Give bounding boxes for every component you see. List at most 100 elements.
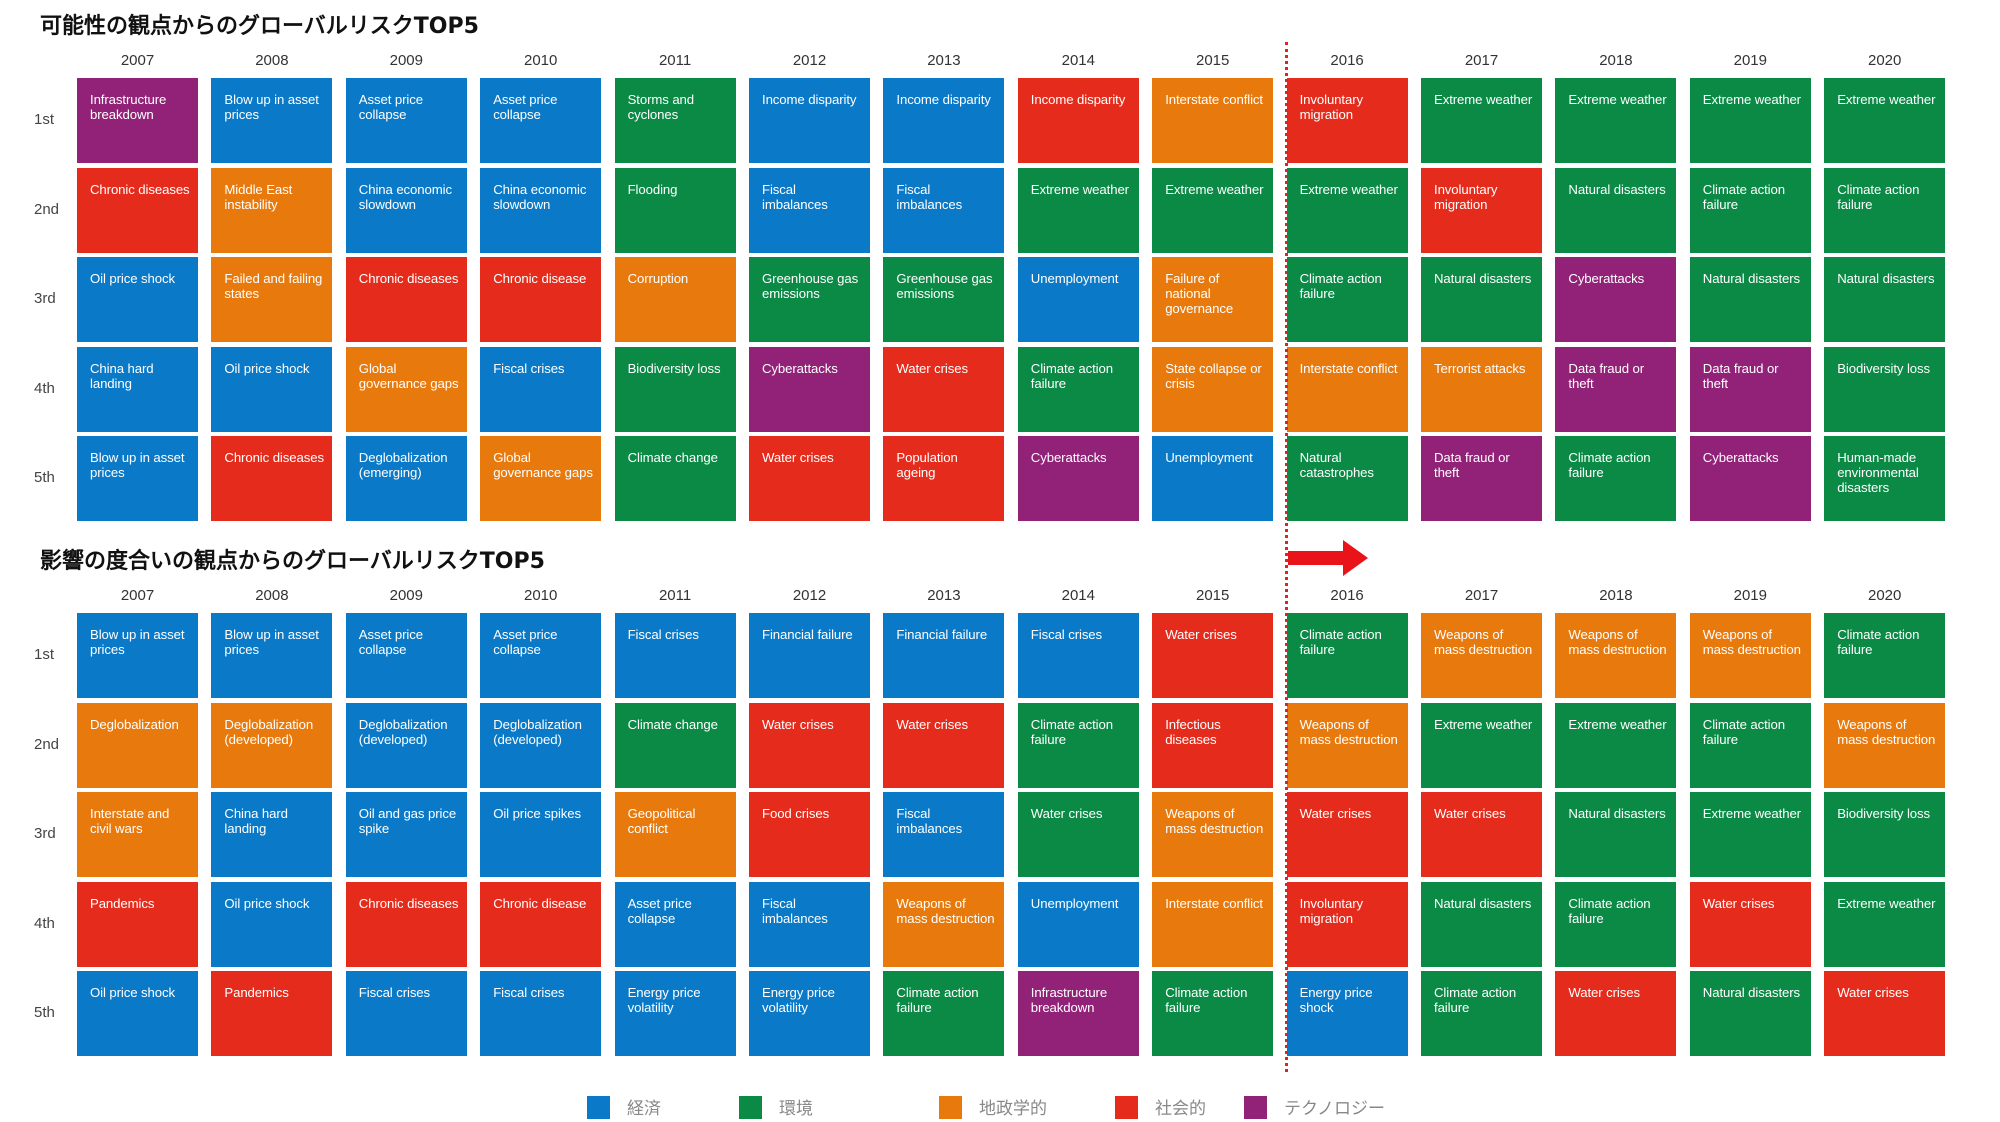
risk-cell: Water crises	[1824, 971, 1946, 1056]
arrow-right-icon	[1288, 540, 1368, 576]
risk-cell: Natural disasters	[1555, 792, 1677, 877]
risk-cell: Infrastructure breakdown	[1017, 971, 1139, 1056]
risk-cell: Income disparity	[883, 78, 1005, 163]
risk-cell: Blow up in asset prices	[77, 613, 198, 698]
year-label: 2019	[1733, 587, 1767, 604]
risk-cell: Weapons of mass destruction	[1152, 792, 1274, 877]
risk-cell: Water crises	[883, 346, 1005, 432]
risk-cell: Extreme weather	[1017, 167, 1139, 253]
risk-cell: Interstate conflict	[1286, 346, 1408, 432]
risk-cell: China economic slowdown	[345, 167, 467, 253]
rank-label: 2nd	[34, 200, 60, 218]
risk-cell: Asset price collapse	[480, 78, 602, 163]
risk-cell: Climate action failure	[1689, 167, 1811, 253]
risk-cell: Extreme weather	[1286, 167, 1408, 253]
risk-cell: Data fraud or theft	[1689, 346, 1811, 432]
risk-cell: Unemployment	[1017, 881, 1139, 967]
risk-cell: Climate action failure	[1555, 881, 1677, 967]
risk-cell: Natural disasters	[1421, 257, 1542, 342]
risk-cell: Asset price collapse	[345, 78, 467, 163]
risk-cell: Fiscal imbalances	[883, 792, 1005, 877]
risk-cell: Water crises	[1017, 792, 1139, 877]
impact-year-header: 2007 2008 2009 2010 2011 2012 2013 2014 2015 2016…	[0, 587, 2000, 611]
risk-cell: Climate action failure	[1286, 613, 1408, 698]
risk-cell: Asset price collapse	[614, 881, 736, 967]
risk-cell: Chronic diseases	[345, 881, 467, 967]
risk-cell: Population ageing	[883, 436, 1005, 521]
risk-cell: Climate action failure	[883, 971, 1005, 1056]
year-label: 2010	[524, 587, 558, 604]
likelihood-title: 可能性の観点からのグローバルリスクTOP5	[40, 14, 479, 39]
risk-cell: Climate action failure	[1017, 346, 1139, 432]
risk-cell: Chronic diseases	[345, 257, 467, 342]
risk-cell: Financial failure	[749, 613, 870, 698]
risk-cell: Chronic disease	[480, 881, 602, 967]
legend-label: 経済	[627, 1099, 661, 1119]
risk-cell: Interstate and civil wars	[77, 792, 198, 877]
year-label: 2017	[1464, 52, 1499, 69]
risk-cell: Climate action failure	[1152, 971, 1274, 1056]
year-label: 2009	[389, 587, 423, 604]
year-label: 2013	[927, 587, 961, 604]
risk-cell: China hard landing	[77, 346, 198, 432]
risk-cell: Water crises	[883, 702, 1005, 788]
risk-cell: Water crises	[1286, 792, 1408, 877]
risk-cell: Fiscal crises	[480, 346, 602, 432]
risk-cell: Biodiversity loss	[1824, 346, 1946, 432]
risk-cell: Involuntary migration	[1286, 78, 1408, 163]
year-label: 2015	[1196, 587, 1230, 604]
risk-cell: Climate action failure	[1689, 702, 1811, 788]
risk-cell: Extreme weather	[1824, 881, 1946, 967]
year-label: 2018	[1599, 587, 1633, 604]
risk-cell: Deglobalization (developed)	[211, 702, 333, 788]
impact-title: 影響の度合いの観点からのグローバルリスクTOP5	[40, 549, 545, 574]
risk-cell: Weapons of mass destruction	[883, 881, 1005, 967]
legend-swatch	[1115, 1096, 1138, 1119]
year-label: 2019	[1733, 52, 1767, 69]
risk-cell: Natural disasters	[1555, 167, 1677, 253]
risk-cell: Cyberattacks	[1689, 436, 1811, 521]
year-label: 2014	[1061, 587, 1095, 604]
year-label: 2011	[658, 52, 692, 69]
risk-cell: Fiscal crises	[345, 971, 467, 1056]
risk-cell: Climate action failure	[1017, 702, 1139, 788]
risk-cell: Water crises	[1689, 881, 1811, 967]
rank-label: 3rd	[34, 290, 56, 307]
year-label: 2007	[120, 587, 155, 604]
risk-cell: Cyberattacks	[749, 346, 870, 432]
risk-cell: Storms and cyclones	[614, 78, 736, 163]
rank-label: 3rd	[34, 825, 56, 842]
rank-label: 1st	[34, 111, 55, 128]
legend-swatch	[1244, 1096, 1267, 1119]
risk-cell: Terrorist attacks	[1421, 346, 1542, 432]
rank-label: 4th	[34, 914, 55, 932]
risk-cell: Oil price shock	[77, 971, 198, 1056]
risk-cell: Involuntary migration	[1421, 167, 1542, 253]
risk-cell: Blow up in asset prices	[211, 613, 333, 698]
legend-swatch	[587, 1096, 610, 1119]
risk-cell: Middle East instability	[211, 167, 333, 253]
year-label: 2009	[389, 52, 423, 69]
risk-cell: Global governance gaps	[480, 436, 602, 521]
rank-label: 5th	[34, 469, 55, 486]
risk-cell: Greenhouse gas emissions	[883, 257, 1005, 342]
risk-cell: Climate change	[614, 436, 736, 521]
risk-cell: Greenhouse gas emissions	[749, 257, 870, 342]
risk-cell: Biodiversity loss	[614, 346, 736, 432]
risk-cell: Involuntary migration	[1286, 881, 1408, 967]
risk-cell: Oil and gas price spike	[345, 792, 467, 877]
year-label: 2014	[1061, 52, 1095, 69]
risk-cell: China economic slowdown	[480, 167, 602, 253]
risk-cell: Chronic disease	[480, 257, 602, 342]
risk-cell: Energy price shock	[1286, 971, 1408, 1056]
risk-cell: Income disparity	[1017, 78, 1139, 163]
year-label: 2015	[1196, 52, 1230, 69]
likelihood-year-header: 2007 2008 2009 2010 2011 2012 2013 2014 2015 2016…	[0, 52, 2000, 76]
risk-cell: Natural disasters	[1689, 257, 1811, 342]
risk-cell: Natural disasters	[1824, 257, 1946, 342]
risk-cell: Interstate conflict	[1152, 881, 1274, 967]
risk-cell: Unemployment	[1017, 257, 1139, 342]
legend-label: 地政学的	[979, 1099, 1047, 1119]
risk-cell: Infrastructure breakdown	[77, 78, 198, 163]
risk-cell: Climate change	[614, 702, 736, 788]
